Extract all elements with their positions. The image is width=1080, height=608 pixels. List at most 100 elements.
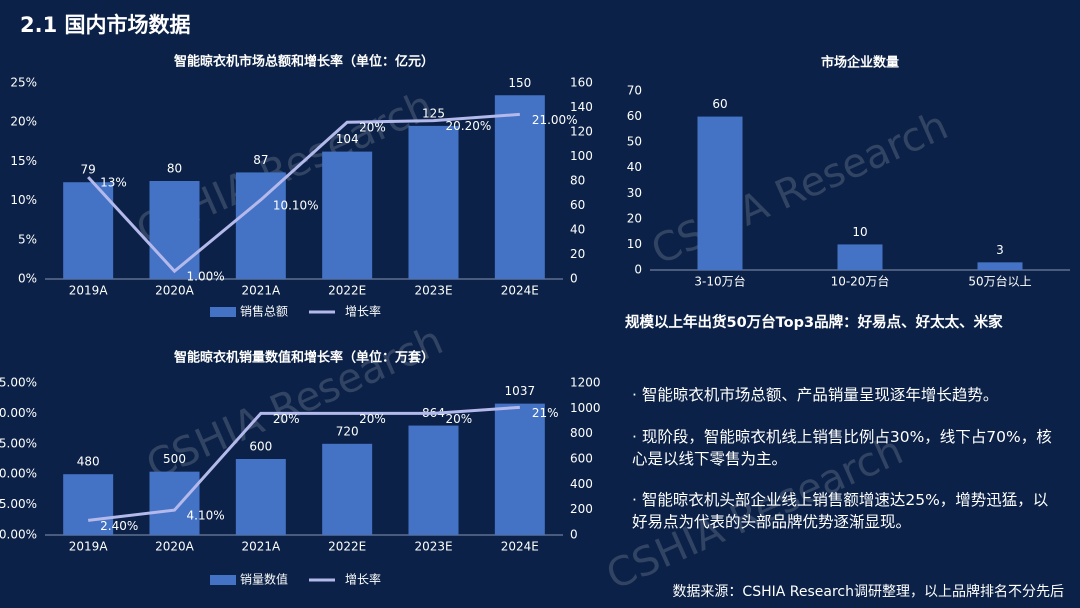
data-label: 21.00% (532, 113, 578, 127)
y-tick-label: 70 (627, 84, 642, 98)
y-tick-label: 20.00% (0, 406, 37, 420)
slide-title: 2.1 国内市场数据 (20, 13, 191, 37)
y-tick-label: 10% (10, 193, 37, 207)
data-label: 20% (359, 412, 386, 426)
y2-tick-label: 1200 (570, 376, 601, 390)
legend-label: 增长率 (345, 304, 381, 319)
x-tick-label: 2020A (155, 284, 195, 298)
bar (408, 125, 459, 279)
data-label: 600 (249, 440, 272, 454)
y-tick-label: 60 (627, 109, 642, 123)
line (87, 405, 520, 522)
y2-tick-label: 1000 (570, 401, 601, 415)
data-label: 20% (446, 412, 473, 426)
y-tick-label: 25% (10, 76, 37, 90)
data-label: 125 (422, 106, 445, 120)
x-tick-label: 2021A (241, 284, 281, 298)
x-tick-label: 50万台以上 (968, 274, 1031, 289)
legend-swatch (210, 575, 236, 585)
y-tick-label: 0.00% (0, 528, 37, 542)
chart-title: 智能晾衣机市场总额和增长率（单位：亿元） (174, 54, 434, 70)
data-label: 20% (359, 121, 386, 135)
data-label: 60 (712, 97, 727, 111)
bar (235, 459, 286, 535)
y2-tick-label: 800 (570, 426, 593, 440)
data-label: 13% (100, 176, 127, 190)
bar (63, 474, 114, 535)
bar (322, 151, 373, 279)
legend-swatch (210, 307, 236, 317)
bullet: · 现阶段，智能晾衣机线上销售比例占30%，线下占70%，核心是以线下零售为主。 (632, 428, 1052, 468)
bar (322, 443, 373, 535)
y2-tick-label: 600 (570, 452, 593, 466)
y-tick-label: 0% (18, 272, 37, 286)
y2-tick-label: 0 (570, 528, 578, 542)
data-label: 104 (336, 132, 359, 146)
x-tick-label: 10-20万台 (831, 274, 890, 289)
y-tick-label: 10.00% (0, 467, 37, 481)
y-tick-label: 15.00% (0, 436, 37, 450)
bar (235, 172, 286, 279)
bar (697, 116, 743, 270)
data-label: 500 (163, 452, 186, 466)
bar (494, 403, 545, 535)
y2-tick-label: 100 (570, 149, 593, 163)
data-label: 80 (167, 162, 182, 176)
chart-title: 智能晾衣机销量数值和增长率（单位：万套） (174, 350, 434, 366)
y2-tick-label: 80 (570, 174, 585, 188)
y2-tick-label: 0 (570, 272, 578, 286)
bar (63, 182, 114, 279)
x-tick-label: 2022E (328, 284, 366, 298)
source: 数据来源：CSHIA Research调研整理，以上品牌排名不分先后 (672, 583, 1064, 600)
x-tick-label: 2019A (69, 284, 109, 298)
y-tick-label: 15% (10, 154, 37, 168)
bar (408, 425, 459, 535)
y2-tick-label: 40 (570, 223, 585, 237)
x-tick-label: 2024E (501, 540, 539, 554)
y-tick-label: 25.00% (0, 376, 37, 390)
data-label: 87 (253, 153, 268, 167)
data-label: 480 (77, 455, 100, 469)
bullet: · 智能晾衣机市场总额、产品销量呈现逐年增长趋势。 (632, 386, 999, 404)
data-label: 3 (996, 243, 1004, 257)
y2-tick-label: 20 (570, 247, 585, 261)
y-tick-label: 0 (634, 263, 642, 277)
x-tick-label: 2021A (241, 540, 281, 554)
watermark: CSHIA Research (645, 103, 955, 275)
y2-tick-label: 140 (570, 100, 593, 114)
legend-label: 增长率 (345, 572, 381, 587)
data-label: 2.40% (100, 519, 138, 533)
x-tick-label: 2022E (328, 540, 366, 554)
x-tick-label: 2020A (155, 540, 195, 554)
y2-tick-label: 120 (570, 125, 593, 139)
data-label: 720 (336, 424, 359, 438)
y-tick-label: 10 (627, 237, 642, 251)
y-tick-label: 5.00% (0, 497, 37, 511)
data-label: 1.00% (187, 270, 225, 284)
x-tick-label: 3-10万台 (694, 274, 745, 289)
data-label: 21% (532, 406, 559, 420)
legend-label: 销量数值 (240, 572, 288, 587)
y2-tick-label: 160 (570, 76, 593, 90)
x-tick-label: 2024E (501, 284, 539, 298)
legend-label: 销售总额 (240, 304, 288, 319)
y-tick-label: 50 (627, 135, 642, 149)
bar (494, 95, 545, 279)
x-tick-label: 2023E (414, 284, 452, 298)
chart-title: 市场企业数量 (821, 55, 899, 71)
data-label: 10.10% (273, 198, 319, 212)
y-tick-label: 20% (10, 115, 37, 129)
bar (149, 471, 200, 535)
y-tick-label: 30 (627, 186, 642, 200)
data-label: 20% (273, 412, 300, 426)
data-label: 10 (852, 225, 867, 239)
y-tick-label: 20 (627, 211, 642, 225)
y-tick-label: 5% (18, 232, 37, 246)
y2-tick-label: 60 (570, 198, 585, 212)
x-tick-label: 2023E (414, 540, 452, 554)
data-label: 4.10% (187, 509, 225, 523)
data-label: 150 (508, 76, 531, 90)
data-label: 79 (81, 163, 96, 177)
